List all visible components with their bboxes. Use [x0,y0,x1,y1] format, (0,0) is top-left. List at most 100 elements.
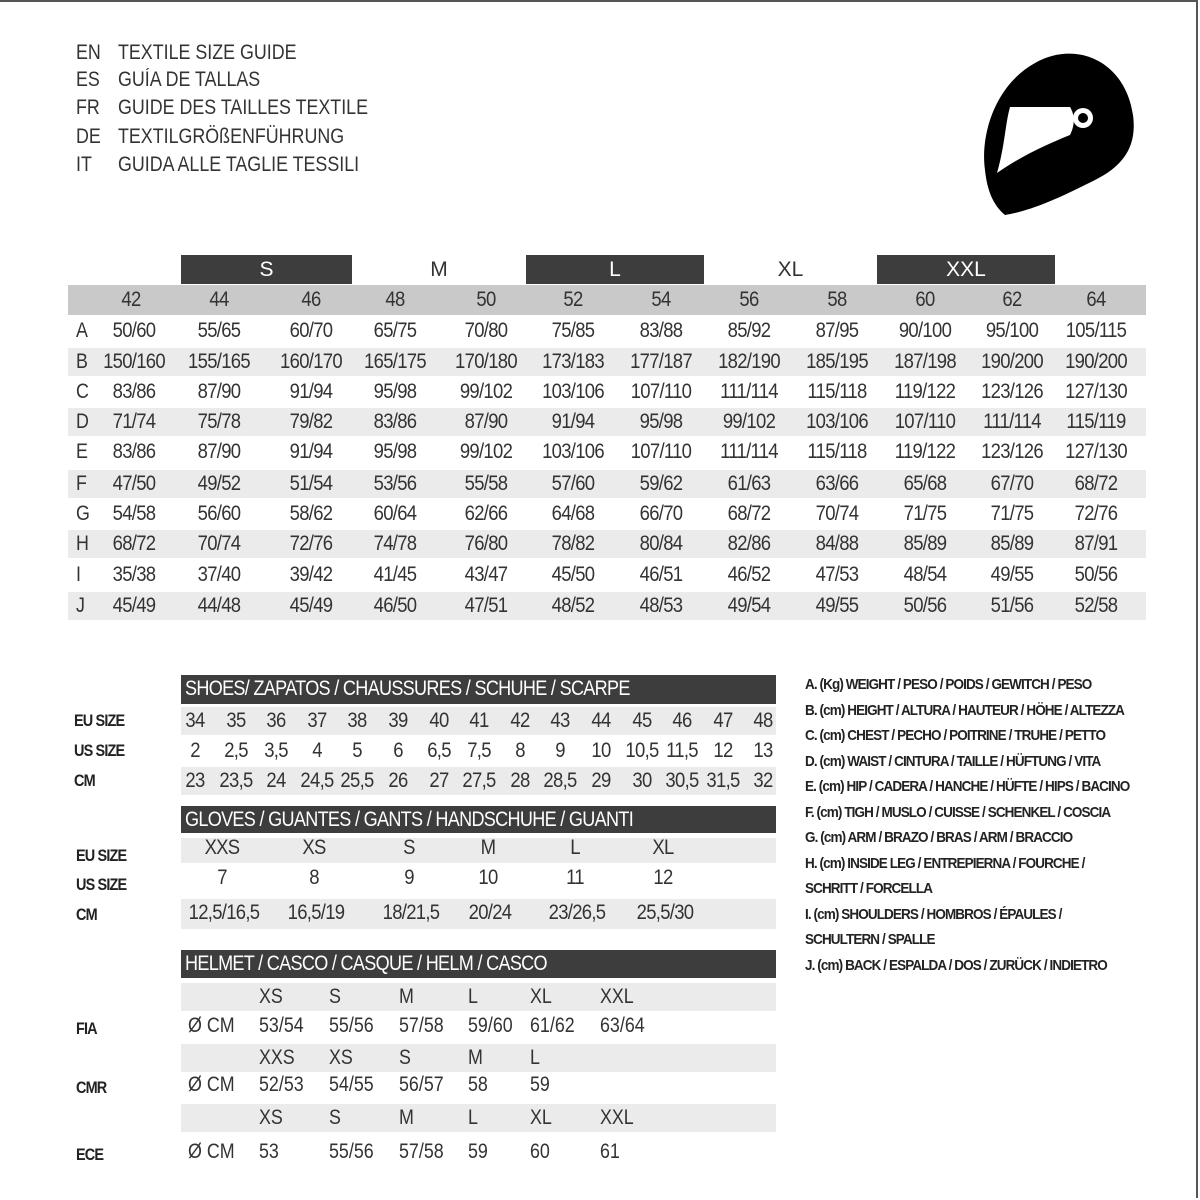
size-band-label: L [609,258,621,281]
row-shade [181,838,776,863]
table-cell: 115/118 [807,380,867,403]
row-label: B [76,350,88,373]
table-cell: 91/94 [289,440,333,463]
table-cell: 75/78 [197,410,241,433]
table-cell: 61/63 [727,472,771,495]
table-cell: 160/170 [280,350,343,373]
table-cell: 34 [185,709,205,732]
legend-item: H. (cm) INSIDE LEG / ENTREPIERNA / FOURC… [805,854,1085,872]
table-cell: 119/122 [894,380,956,403]
table-cell: 38 [347,709,368,732]
table-cell: 39/42 [289,563,333,586]
table-cell: 23 [185,769,205,792]
table-cell: 95/100 [985,319,1039,342]
table-cell: 12 [713,739,733,762]
table-cell: 48 [753,709,774,732]
table-cell: 85/92 [727,319,771,342]
helmet-value: 54/55 [329,1073,374,1096]
size-number: 48 [385,288,405,311]
table-cell: 36 [266,709,287,732]
size-band: S [181,255,352,284]
table-cell: 47/51 [464,594,508,617]
helmet-size: M [468,1046,483,1069]
table-cell: 48/52 [551,594,595,617]
size-number: 58 [827,288,847,311]
row-label: A [76,319,88,342]
row-label: EU SIZE [74,711,125,730]
table-cell: 76/80 [464,532,508,555]
table-cell: 59/62 [639,472,683,495]
table-cell: 50/56 [903,594,947,617]
row-shade [181,1044,776,1072]
table-cell: 90/100 [898,319,952,342]
size-number: 56 [739,288,759,311]
table-cell: 95/98 [373,440,417,463]
table-cell: S [403,836,415,859]
size-band-label: XXL [946,258,986,281]
table-cell: 9 [555,739,566,762]
table-cell: 55/58 [464,472,508,495]
helmet-size: L [468,1106,478,1129]
table-cell: 18/21,5 [382,901,440,924]
table-cell: 7,5 [467,739,491,762]
helmet-size: XL [530,1106,552,1129]
size-band-label: XL [777,258,804,281]
table-cell: 170/180 [455,350,518,373]
table-cell: 42 [510,709,530,732]
table-cell: 85/89 [990,532,1034,555]
helmet-size: S [329,1106,341,1129]
table-cell: 10,5 [625,739,659,762]
table-cell: 107/110 [630,380,692,403]
size-band: XXL [877,255,1055,284]
size-number: 60 [915,288,935,311]
table-cell: 190/200 [981,350,1044,373]
row-label: US SIZE [76,875,127,894]
helmet-size: XL [530,985,552,1008]
helmet-standard: CMR [76,1078,107,1097]
row-label: C [76,380,89,403]
table-cell: 64/68 [551,502,595,525]
table-cell: 62/66 [464,502,508,525]
legend-item: A. (Kg) WEIGHT / PESO / POIDS / GEWITCH … [805,676,1092,693]
table-cell: 65/75 [373,319,417,342]
table-cell: 66/70 [639,502,683,525]
table-cell: 87/90 [464,410,508,433]
table-cell: 71/75 [903,502,947,525]
size-number: 62 [1002,288,1022,311]
size-number: 52 [563,288,583,311]
table-cell: 46 [672,709,693,732]
table-cell: 46/51 [639,563,683,586]
row-label: F [76,472,87,495]
table-cell: 87/91 [1074,532,1118,555]
table-cell: 68/72 [727,502,771,525]
helmet-value: 52/53 [259,1073,304,1096]
language-code: IT [76,153,92,176]
language-code: FR [76,96,100,119]
gloves-header: GLOVES / GUANTES / GANTS / HANDSCHUHE / … [181,806,776,833]
language-code: EN [76,41,101,64]
table-cell: 32 [753,769,774,792]
helmet-value: 57/58 [399,1014,444,1037]
size-band: XL [704,255,877,284]
table-cell: 6 [393,739,403,762]
helmet-value: 61 [600,1140,620,1163]
table-cell: 103/106 [806,410,869,433]
table-cell: 50/60 [112,319,156,342]
row-shade [68,408,1146,436]
helmet-unit: Ø CM [188,1014,235,1037]
table-cell: 41 [469,709,490,732]
table-cell: 9 [404,866,414,889]
shoes-title: SHOES/ ZAPATOS / CHAUSSURES / SCHUHE / S… [185,677,630,700]
legend-item: B. (cm) HEIGHT / ALTURA / HAUTEUR / HÖHE… [805,701,1125,719]
table-cell: 57/60 [551,472,595,495]
helmet-value: 55/56 [329,1014,374,1037]
size-number: 50 [476,288,496,311]
table-cell: 48/54 [903,563,947,586]
table-cell: 150/160 [103,350,166,373]
size-number: 46 [301,288,321,311]
table-cell: XXS [204,836,241,859]
table-cell: 115/119 [1066,410,1126,433]
table-cell: 10 [591,739,611,762]
row-shade [68,530,1146,558]
